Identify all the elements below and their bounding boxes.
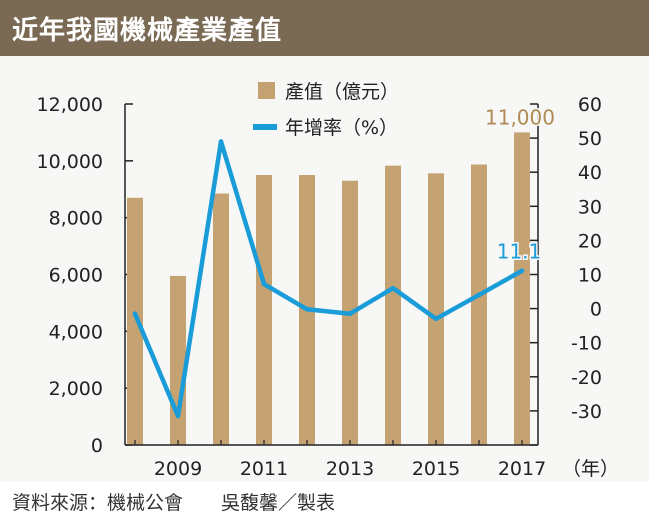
right-axis: -30 -20 -10 0 10 20 30 40 50 60 [530, 94, 602, 446]
x-unit-label: （年） [562, 458, 619, 480]
right-tick-label: -20 [571, 367, 602, 389]
right-tick-label: -30 [571, 401, 602, 423]
chart-title: 近年我國機械產業產值 [12, 16, 283, 46]
bar-series [127, 132, 530, 445]
bar [428, 173, 444, 445]
x-tick-label: 2015 [412, 458, 460, 480]
bar [213, 193, 229, 445]
growth-line [132, 139, 525, 419]
legend-swatch-line [253, 124, 277, 130]
line-point [261, 281, 267, 287]
left-tick-label: 12,000 [37, 94, 103, 116]
bar [514, 132, 530, 445]
bar [170, 275, 186, 445]
x-tick-label: 2009 [154, 458, 202, 480]
line-point [390, 285, 396, 291]
right-tick-label: -10 [571, 333, 602, 355]
legend: 產值（億元） 年增率（%） [253, 81, 399, 139]
bar [385, 165, 401, 445]
right-tick-label: 30 [578, 196, 602, 218]
line-point [519, 268, 525, 274]
x-tick-label: 2011 [240, 458, 288, 480]
left-tick-label: 6,000 [49, 265, 103, 287]
line-point [175, 413, 181, 419]
legend-swatch-bar [258, 82, 275, 99]
data-label: 11.1 [497, 240, 542, 264]
right-tick-label: 20 [578, 230, 602, 252]
x-axis: 2009 2011 2013 2015 2017 （年） [125, 440, 619, 480]
line-point [433, 316, 439, 322]
right-tick-label: 0 [590, 299, 602, 321]
line-series [132, 139, 525, 419]
right-tick-label: 50 [578, 128, 602, 150]
chart-footer: 資料來源：機械公會 吳馥馨／製表 [0, 482, 649, 518]
line-point [476, 292, 482, 298]
line-point [304, 306, 310, 312]
left-axis: 0 2,000 4,000 6,000 8,000 10,000 12,000 [37, 94, 133, 457]
left-tick-label: 0 [91, 435, 103, 457]
left-tick-label: 2,000 [49, 378, 103, 400]
left-tick-label: 10,000 [37, 151, 103, 173]
chart-header: 近年我國機械產業產值 [0, 0, 649, 56]
bar [256, 175, 272, 445]
line-point [132, 311, 138, 317]
right-tick-label: 10 [578, 265, 602, 287]
data-labels: 11,000 11.1 [484, 104, 557, 265]
bar [127, 197, 143, 445]
left-tick-label: 4,000 [49, 321, 103, 343]
line-point [218, 139, 224, 144]
legend-label-line: 年增率（%） [285, 117, 398, 139]
line-point [347, 311, 353, 317]
x-tick-label: 2013 [326, 458, 374, 480]
left-tick-label: 8,000 [49, 208, 103, 230]
right-tick-label: 60 [578, 94, 602, 116]
plot-panel [0, 56, 649, 482]
source-note: 資料來源：機械公會 吳馥馨／製表 [12, 492, 336, 514]
right-tick-label: 40 [578, 162, 602, 184]
bar [471, 164, 487, 445]
x-tick-label: 2017 [498, 458, 546, 480]
legend-label-bar: 產值（億元） [285, 81, 399, 103]
data-label: 11,000 [485, 105, 555, 129]
